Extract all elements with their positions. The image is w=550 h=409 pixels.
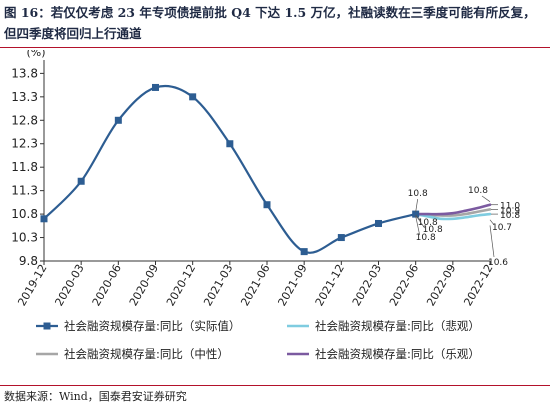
data-point bbox=[412, 210, 420, 218]
legend-item-optimistic: 社会融资规模存量:同比（乐观） bbox=[287, 347, 480, 361]
x-tick-label: 2020-09 bbox=[127, 262, 161, 308]
data-label: 10.8 bbox=[408, 189, 428, 199]
x-tick-label: 2022-12 bbox=[461, 262, 495, 308]
x-tick-label: 2020-12 bbox=[164, 262, 198, 308]
line-chart: (%) 9.8 10.3 10.8 11.3 11.8 12.3 12.8 13.3 13.8 20… bbox=[11, 50, 521, 361]
x-tick-label: 2022-09 bbox=[424, 262, 458, 308]
data-label: 10.8 bbox=[468, 186, 488, 196]
legend-item-actual: 社会融资规模存量:同比（实际值） bbox=[36, 319, 240, 333]
y-tick-label: 13.3 bbox=[11, 90, 38, 104]
y-tick-label: 11.8 bbox=[11, 160, 38, 174]
annotation-leader bbox=[489, 219, 495, 226]
data-point bbox=[77, 177, 85, 185]
series-layer bbox=[40, 83, 492, 256]
data-label: 11.0 bbox=[500, 202, 520, 212]
data-label: 10.8 bbox=[418, 218, 438, 228]
legend-label: 社会融资规模存量:同比（乐观） bbox=[315, 347, 480, 361]
series-line-optimistic bbox=[414, 203, 492, 216]
data-point bbox=[114, 116, 122, 124]
y-tick-label: 12.8 bbox=[11, 113, 38, 127]
x-tick-label: 2022-03 bbox=[350, 262, 384, 308]
data-point bbox=[189, 93, 197, 101]
x-tick-label: 2021-03 bbox=[201, 262, 235, 308]
data-label: 10.7 bbox=[492, 223, 512, 233]
legend-label: 社会融资规模存量:同比（中性） bbox=[64, 347, 229, 361]
y-unit-label: (%) bbox=[26, 50, 45, 59]
data-label: 10.6 bbox=[488, 258, 508, 268]
x-tick-label: 2022-06 bbox=[387, 262, 421, 308]
data-label: 10.8 bbox=[500, 211, 520, 221]
y-tick-label: 10.8 bbox=[11, 207, 38, 221]
data-label: 10.8 bbox=[423, 225, 443, 235]
y-tick-label: 9.8 bbox=[19, 254, 38, 268]
annotation-leader bbox=[481, 195, 491, 202]
data-point bbox=[152, 83, 159, 91]
title-rule bbox=[0, 47, 550, 48]
y-tick-label: 13.8 bbox=[11, 66, 38, 80]
x-tick-label: 2021-12 bbox=[313, 262, 347, 308]
annotation-leader bbox=[489, 225, 495, 258]
legend-item-neutral: 社会融资规模存量:同比（中性） bbox=[36, 347, 229, 361]
legend-label: 社会融资规模存量:同比（悲观） bbox=[315, 319, 480, 333]
annotation-leader bbox=[415, 199, 419, 213]
x-tick-label: 2020-03 bbox=[53, 262, 87, 308]
annotation-leader bbox=[415, 216, 421, 236]
figure-title: 图 16：若仅仅考虑 23 年专项债提前批 Q4 下达 1.5 万亿，社融读数在… bbox=[4, 5, 536, 41]
annotation-leader bbox=[415, 214, 425, 229]
annotation-layer: 10.810.810.810.810.811.010.910.810.710.6 bbox=[408, 186, 521, 268]
x-tick-label: 2021-06 bbox=[238, 262, 272, 308]
data-point bbox=[40, 215, 48, 223]
legend: 社会融资规模存量:同比（实际值） 社会融资规模存量:同比（悲观） 社会融资规模存量:… bbox=[36, 319, 480, 361]
legend-item-pessimistic: 社会融资规模存量:同比（悲观） bbox=[287, 319, 480, 333]
data-point bbox=[300, 248, 308, 256]
series-line-actual bbox=[42, 84, 417, 254]
y-tick-label: 11.3 bbox=[11, 184, 38, 198]
data-point bbox=[337, 234, 345, 242]
y-tick-label: 10.3 bbox=[11, 231, 38, 245]
x-tick-label: 2020-06 bbox=[90, 262, 124, 308]
y-tick-label: 12.3 bbox=[11, 137, 38, 151]
data-point bbox=[375, 219, 382, 227]
data-point bbox=[226, 140, 234, 148]
data-label: 10.9 bbox=[500, 206, 520, 216]
data-point bbox=[263, 201, 271, 209]
x-tick-label: 2019-12 bbox=[15, 262, 49, 308]
source-rule bbox=[0, 385, 550, 386]
legend-swatch-marker bbox=[43, 322, 51, 330]
figure-source: 数据来源：Wind，国泰君安证券研究 bbox=[4, 390, 187, 403]
data-label: 10.8 bbox=[416, 233, 436, 243]
x-tick-label: 2021-09 bbox=[276, 262, 310, 308]
legend-label: 社会融资规模存量:同比（实际值） bbox=[64, 319, 240, 333]
series-line-pessimistic bbox=[414, 212, 492, 221]
